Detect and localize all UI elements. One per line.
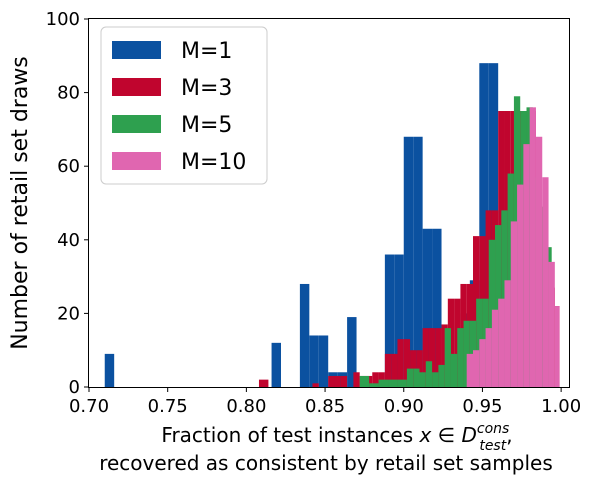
bar-m-10-4 bbox=[491, 309, 499, 387]
bar-m-5-7 bbox=[419, 372, 426, 387]
y-tick-label: 100 bbox=[46, 9, 80, 30]
bar-m-5-13 bbox=[457, 328, 464, 387]
bar-m-5-0 bbox=[359, 375, 370, 387]
x-tick-label: 0.90 bbox=[384, 396, 424, 417]
bar-m-3-13 bbox=[403, 339, 411, 387]
bar-m-10-0 bbox=[466, 353, 473, 387]
x-axis-label-line1: Fraction of test instances x ∈ Dcons test… bbox=[161, 421, 512, 454]
bar-m-3-4 bbox=[340, 375, 348, 387]
x-tick-label: 0.85 bbox=[305, 396, 345, 417]
x-tick-label: 0.75 bbox=[148, 396, 188, 417]
bar-m-10-14 bbox=[554, 306, 560, 387]
bar-m-1-1 bbox=[271, 342, 281, 387]
bar-m-10-7 bbox=[510, 221, 518, 387]
bar-m-10-11 bbox=[535, 136, 543, 387]
bar-m-3-11 bbox=[391, 353, 398, 387]
legend: M=1 M=3 M=5 M=10 bbox=[100, 26, 268, 185]
y-tick-label: 40 bbox=[57, 230, 80, 251]
legend-swatch-m-5 bbox=[112, 115, 161, 133]
bar-m-3-8 bbox=[372, 372, 379, 387]
legend-label-m-5: M=5 bbox=[181, 113, 232, 138]
bar-m-5-12 bbox=[450, 353, 458, 387]
x-tick-label: 1.00 bbox=[541, 396, 581, 417]
legend-label-m-3: M=3 bbox=[181, 76, 232, 101]
legend-swatch-m-10 bbox=[112, 152, 161, 170]
x-tick-label: 0.95 bbox=[462, 396, 502, 417]
bar-m-1-2 bbox=[299, 283, 310, 387]
legend-label-m-1: M=1 bbox=[181, 39, 232, 64]
bar-m-1-7 bbox=[347, 317, 357, 387]
bar-m-10-1 bbox=[473, 350, 480, 387]
bar-m-10-3 bbox=[485, 328, 492, 387]
series-m-10 bbox=[466, 107, 560, 387]
bar-m-3-2 bbox=[328, 375, 335, 387]
bar-m-1-16 bbox=[432, 228, 442, 387]
bar-m-5-18 bbox=[488, 239, 496, 387]
x-axis: 0.70 0.75 0.80 0.85 0.90 0.95 1.00 bbox=[69, 387, 581, 417]
bar-m-1-3 bbox=[309, 335, 319, 387]
x-axis-label-suffix: , bbox=[506, 423, 512, 447]
bar-m-5-10 bbox=[438, 364, 445, 387]
legend-frame bbox=[100, 26, 268, 185]
bar-m-1-21 bbox=[479, 63, 489, 387]
bar-m-5-6 bbox=[413, 368, 420, 387]
bar-m-3-12 bbox=[397, 339, 404, 387]
bar-m-1-15 bbox=[422, 228, 433, 387]
x-axis-label-subscript: test bbox=[479, 438, 506, 454]
bar-m-5-11 bbox=[444, 328, 451, 387]
bar-m-5-9 bbox=[432, 372, 439, 387]
bar-m-10-12 bbox=[542, 177, 549, 387]
y-tick-label: 20 bbox=[57, 303, 80, 324]
bar-m-10-6 bbox=[504, 280, 511, 387]
y-axis: 0 20 40 60 80 100 bbox=[46, 9, 89, 398]
bar-m-5-2 bbox=[378, 379, 389, 387]
bar-m-5-8 bbox=[425, 361, 433, 387]
legend-swatch-m-1 bbox=[112, 41, 161, 59]
bar-m-1-14 bbox=[413, 136, 423, 387]
bar-m-3-5 bbox=[353, 372, 360, 387]
bar-m-5-1 bbox=[369, 383, 379, 387]
legend-swatch-m-3 bbox=[112, 78, 161, 96]
y-tick-label: 0 bbox=[69, 377, 80, 398]
bars-layer bbox=[104, 63, 560, 387]
bar-m-3-18 bbox=[435, 328, 442, 387]
x-axis-label-math: x ∈ D bbox=[419, 423, 477, 447]
bar-m-3-10 bbox=[384, 353, 392, 387]
bar-m-3-19 bbox=[441, 324, 448, 387]
bar-m-5-5 bbox=[406, 368, 414, 387]
bar-m-3-21 bbox=[454, 298, 461, 387]
x-axis-label-line2: recovered as consistent by retail set sa… bbox=[99, 451, 553, 475]
bar-m-10-13 bbox=[548, 261, 555, 387]
bar-m-1-13 bbox=[403, 136, 414, 387]
bar-m-5-4 bbox=[397, 379, 407, 387]
bar-m-1-11 bbox=[384, 254, 395, 387]
x-tick-label: 0.70 bbox=[69, 396, 109, 417]
bar-m-10-5 bbox=[498, 298, 505, 387]
legend-label-m-10: M=10 bbox=[181, 150, 246, 175]
bar-m-1-12 bbox=[394, 254, 404, 387]
y-tick-label: 60 bbox=[57, 156, 80, 177]
bar-m-5-3 bbox=[388, 379, 398, 387]
x-tick-label: 0.80 bbox=[226, 396, 266, 417]
bar-m-10-8 bbox=[517, 184, 524, 387]
x-axis-label-prefix: Fraction of test instances bbox=[161, 423, 419, 447]
y-tick-label: 80 bbox=[57, 83, 80, 104]
bar-m-10-10 bbox=[529, 107, 536, 387]
bar-m-3-3 bbox=[334, 375, 341, 387]
bar-m-3-1 bbox=[312, 383, 319, 387]
bar-m-3-0 bbox=[258, 379, 269, 387]
y-axis-label: Number of retail set draws bbox=[8, 56, 33, 350]
x-axis-label-superscript: cons bbox=[477, 421, 509, 437]
bar-m-10-9 bbox=[523, 144, 530, 387]
bar-m-10-2 bbox=[479, 339, 486, 387]
bar-m-1-4 bbox=[318, 335, 329, 387]
bar-m-1-0 bbox=[104, 353, 115, 387]
plot-frame bbox=[88, 18, 570, 388]
bar-m-3-16 bbox=[422, 328, 429, 387]
bar-m-3-17 bbox=[428, 328, 436, 387]
